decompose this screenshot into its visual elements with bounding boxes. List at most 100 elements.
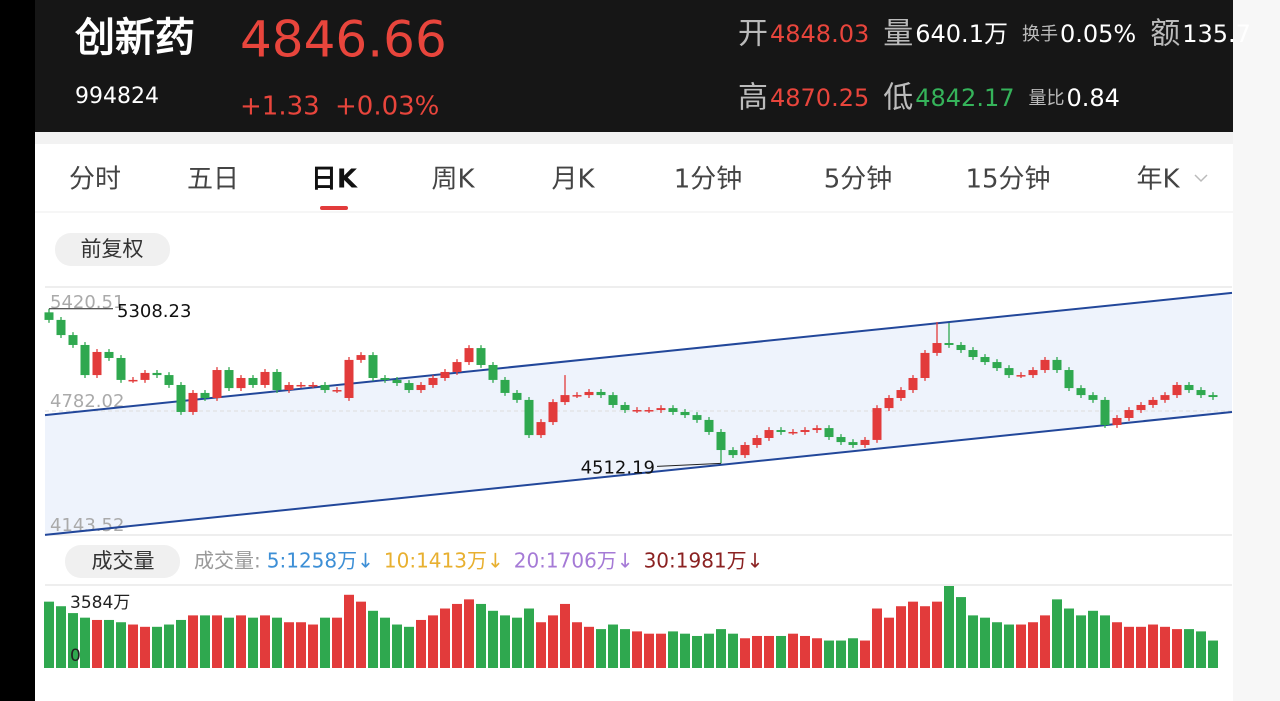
volume-bar: [1112, 622, 1122, 668]
candle-body: [1088, 395, 1098, 400]
candle-body: [596, 391, 606, 396]
candle-body: [908, 377, 918, 391]
stat-value: 135.7: [1182, 20, 1251, 48]
volume-bar: [308, 624, 318, 668]
candle-body: [776, 430, 786, 432]
channel-line: [44, 291, 1233, 417]
adjust-pill[interactable]: [55, 233, 170, 266]
candle-body: [1148, 399, 1158, 405]
volume-bar: [92, 619, 102, 668]
right-edge: [1233, 0, 1280, 701]
candle-body: [548, 402, 558, 423]
volume-bar: [344, 594, 354, 668]
volume-bar: [1208, 640, 1218, 668]
candle-body: [272, 371, 282, 391]
candle-body: [92, 351, 102, 376]
tab-chevron: [1194, 174, 1208, 183]
candle-body: [368, 355, 378, 378]
candle-body: [560, 395, 570, 403]
y-tick-label: 5420.51: [50, 292, 124, 313]
volume-bar: [896, 606, 906, 668]
tab[interactable]: 五日: [187, 165, 239, 195]
y-tick-label: 4143.52: [50, 515, 124, 536]
candle-body: [680, 411, 690, 416]
candle-body: [404, 383, 414, 391]
candle-body: [1016, 375, 1026, 377]
volume-bar: [968, 615, 978, 668]
candle-body: [476, 348, 486, 365]
volume-bar: [728, 633, 738, 668]
tab[interactable]: 1分钟: [674, 165, 743, 195]
tab[interactable]: 日K: [311, 165, 358, 195]
candle-body: [56, 319, 66, 336]
volume-bar: [188, 615, 198, 668]
volume-bar: [1052, 599, 1062, 668]
volume-bar: [116, 622, 126, 668]
candle-body: [452, 362, 462, 372]
volume-bar: [596, 629, 606, 668]
candle-body: [1124, 410, 1134, 418]
stat-label: 开: [738, 17, 768, 52]
volume-bar: [164, 624, 174, 668]
candle-body: [296, 384, 306, 387]
volume-pill[interactable]: [65, 545, 180, 578]
tab[interactable]: 15分钟: [965, 165, 1050, 195]
candle-body: [344, 359, 354, 398]
volume-bar: [920, 606, 930, 668]
volume-bar: [824, 640, 834, 668]
candle-body: [1028, 370, 1038, 376]
volume-bar: [488, 610, 498, 668]
volume-bar: [1064, 608, 1074, 668]
candle-body: [464, 348, 474, 363]
volume-bar: [440, 608, 450, 668]
volume-bar: [980, 617, 990, 668]
candle-body: [536, 422, 546, 436]
volume-bar: [284, 622, 294, 668]
candle-body: [1136, 404, 1146, 411]
candle-body: [716, 431, 726, 451]
candle-body: [176, 384, 186, 412]
volume-bar: [908, 601, 918, 668]
volume-ma-legend: 5:1258万↓: [267, 549, 374, 573]
volume-bar: [620, 629, 630, 668]
volume-bar: [332, 617, 342, 668]
candle-body: [956, 344, 966, 351]
volume-tick-label: 0: [70, 646, 81, 666]
candle-body: [920, 352, 930, 378]
candle-body: [692, 415, 702, 420]
tab[interactable]: 周K: [431, 165, 475, 195]
stat-label: 量比: [1029, 88, 1065, 109]
candle-body: [1064, 370, 1074, 389]
volume-title[interactable]: 成交量: [92, 549, 155, 573]
candle-body: [248, 377, 258, 385]
tab[interactable]: 年K: [1136, 165, 1180, 195]
volume-bar: [176, 619, 186, 668]
stock-name: 创新药: [75, 15, 195, 61]
volume-bar: [416, 619, 426, 668]
volume-bar: [776, 635, 786, 668]
volume-bar: [224, 617, 234, 668]
candle-body: [824, 428, 834, 438]
volume-bar: [1124, 626, 1134, 668]
tab[interactable]: 分时: [69, 165, 121, 195]
adjust-label[interactable]: 前复权: [81, 237, 144, 261]
candle-body: [332, 390, 342, 392]
candle-body: [200, 392, 210, 398]
candle-body: [992, 362, 1002, 369]
candle-body: [164, 375, 174, 385]
tab[interactable]: 月K: [551, 165, 595, 195]
candle-body: [836, 437, 846, 443]
candle-body: [308, 384, 318, 387]
volume-ma-legend: 30:1981万↓: [644, 549, 764, 573]
candle-body: [1208, 395, 1218, 398]
volume-bar: [668, 631, 678, 668]
annotation: 4512.19: [581, 457, 655, 478]
volume-bar: [1088, 610, 1098, 668]
volume-bar: [128, 624, 138, 668]
candle-body: [632, 410, 642, 412]
tab[interactable]: 5分钟: [824, 165, 893, 195]
candle-body: [872, 408, 882, 440]
volume-tick-label: 3584万: [70, 593, 130, 613]
candle-body: [1196, 390, 1206, 396]
